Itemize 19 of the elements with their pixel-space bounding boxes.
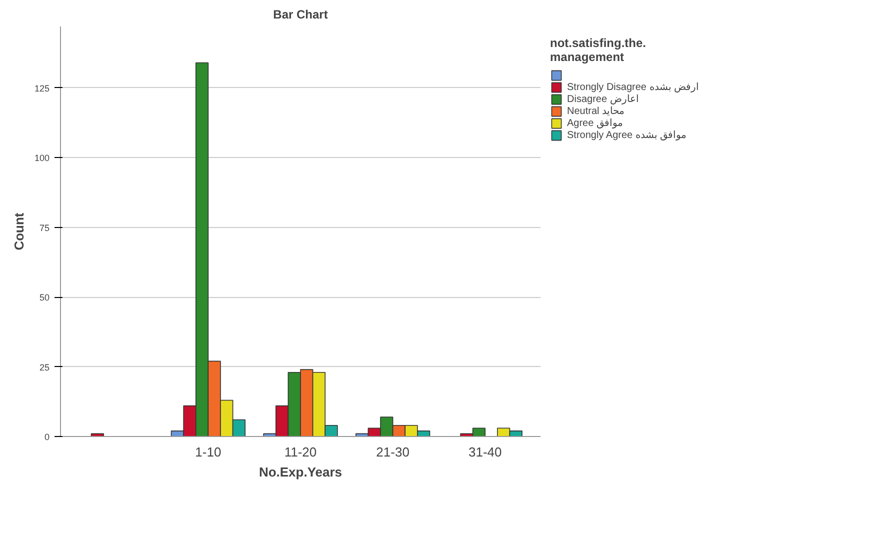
legend-label: Strongly Disagree ارفض بشده: [567, 81, 700, 93]
chart-title: Bar Chart: [273, 8, 328, 22]
x-axis-title: No.Exp.Years: [258, 464, 342, 480]
y-tick-label: 75: [39, 222, 50, 233]
x-tick-label: 21-30: [376, 444, 410, 460]
y-tick-label: 125: [34, 83, 50, 94]
x-tick-label: 31-40: [468, 444, 502, 460]
y-tick-label: 50: [39, 292, 50, 303]
legend-label: Strongly Agree موافق بشده: [567, 129, 686, 141]
legend-label: Neutral محايد: [567, 105, 624, 117]
legend-label: Agree موافق: [567, 117, 622, 129]
y-tick-label: 25: [39, 362, 50, 372]
x-tick-label: 1-10: [195, 444, 222, 460]
legend-title: not.satisfing.the. management: [550, 36, 647, 64]
y-tick-label: 0: [44, 432, 50, 442]
legend-label: Disagree اعارض: [567, 93, 639, 105]
x-tick-label: 11-20: [284, 444, 317, 460]
y-tick-label: 100: [34, 153, 50, 164]
y-axis-title: Count: [11, 212, 26, 250]
